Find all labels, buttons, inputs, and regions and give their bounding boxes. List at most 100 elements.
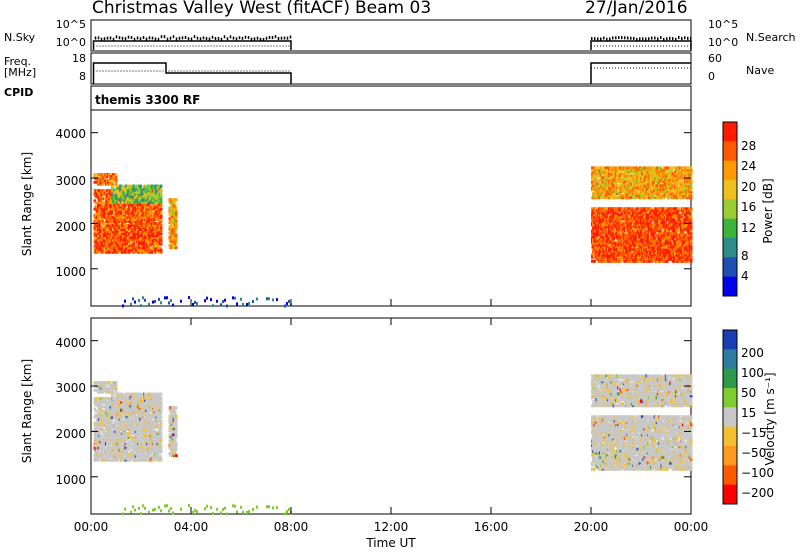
power-cell [173, 231, 177, 235]
power-cell [155, 242, 158, 246]
power-cell [644, 257, 648, 261]
power-cell [111, 236, 115, 240]
power-cell [596, 180, 600, 184]
power-cell [116, 211, 119, 215]
velocity-cell [102, 432, 106, 436]
power-cell [619, 219, 623, 223]
power-cell [617, 243, 620, 247]
power-cell [635, 249, 638, 253]
power-cell [157, 250, 161, 254]
power-cell [611, 184, 615, 188]
power-cell [663, 253, 667, 257]
power-cell [680, 219, 684, 223]
power-cell [684, 221, 687, 225]
power-cell [596, 245, 600, 249]
power-cell [116, 228, 119, 232]
power-cell [644, 211, 648, 215]
power-cell [629, 188, 633, 192]
power-cell [134, 188, 138, 192]
power-cell [130, 242, 133, 246]
power-cell [679, 227, 683, 231]
power-cell [652, 227, 655, 231]
velocity-cell [95, 454, 99, 458]
power-cell [629, 209, 633, 213]
power-cell [636, 243, 640, 247]
power-cell [679, 213, 683, 217]
power-cell [639, 245, 643, 249]
power-cell [157, 236, 161, 240]
power-cell [157, 198, 161, 202]
power-cell [643, 227, 646, 231]
power-cell [591, 180, 594, 184]
power-cell [683, 229, 686, 233]
power-cell [119, 205, 123, 209]
power-cell [634, 235, 637, 239]
power-cell [125, 230, 129, 234]
power-cell [125, 192, 129, 196]
power-cell [687, 233, 691, 237]
power-cell [631, 196, 635, 200]
power-cell [605, 225, 609, 229]
velocity-cell [93, 401, 97, 405]
power-cell [619, 251, 623, 255]
power-cell [96, 234, 100, 238]
power-cell [663, 255, 667, 259]
power-cell [609, 215, 612, 219]
power-cell [650, 235, 653, 239]
power-cell [140, 215, 144, 219]
power-cell [616, 192, 619, 196]
power-cell [595, 221, 599, 225]
power-cell [132, 246, 135, 250]
power-cell [618, 176, 621, 180]
power-cell [648, 184, 652, 188]
power-cell [121, 200, 124, 204]
power-cell [592, 194, 595, 198]
velocity-cell [98, 399, 101, 403]
power-cell [617, 184, 620, 188]
power-cell [142, 244, 146, 248]
power-cell [618, 233, 621, 237]
power-cell [689, 207, 693, 211]
power-cell [174, 198, 178, 202]
power-cell [629, 225, 633, 229]
power-cell [216, 299, 218, 303]
power-cell [94, 173, 98, 177]
power-cell [123, 213, 126, 217]
power-cell [102, 209, 106, 213]
power-cell [644, 170, 648, 174]
power-cell [174, 227, 178, 231]
power-cell [141, 203, 145, 207]
power-cell [594, 180, 598, 184]
power-cell [131, 186, 135, 190]
power-cell [658, 221, 661, 225]
power-cell [684, 213, 687, 217]
power-cell [605, 223, 609, 227]
power-cell [661, 209, 665, 213]
power-cell [99, 205, 102, 209]
power-cell [144, 236, 148, 240]
power-cell [234, 296, 236, 300]
power-cell [126, 184, 130, 188]
power-cell [626, 233, 629, 237]
power-cell [636, 209, 640, 213]
power-cell [648, 188, 652, 192]
velocity-cell [105, 383, 109, 387]
power-cell [625, 182, 628, 186]
velocity-cell [99, 442, 102, 446]
power-cell [122, 203, 125, 207]
power-cell [140, 217, 144, 221]
power-cell [659, 239, 662, 243]
power-cell [651, 215, 654, 219]
power-cell [612, 180, 616, 184]
power-cell [133, 196, 137, 200]
velocity-cell [93, 454, 97, 458]
power-cell [666, 245, 669, 249]
power-cell [605, 243, 609, 247]
power-cell [662, 188, 666, 192]
power-cell [633, 245, 636, 249]
power-cell [134, 219, 138, 223]
power-cell [147, 190, 150, 194]
power-cell [111, 180, 115, 184]
velocity-cell [98, 397, 101, 401]
power-cell [147, 211, 150, 215]
